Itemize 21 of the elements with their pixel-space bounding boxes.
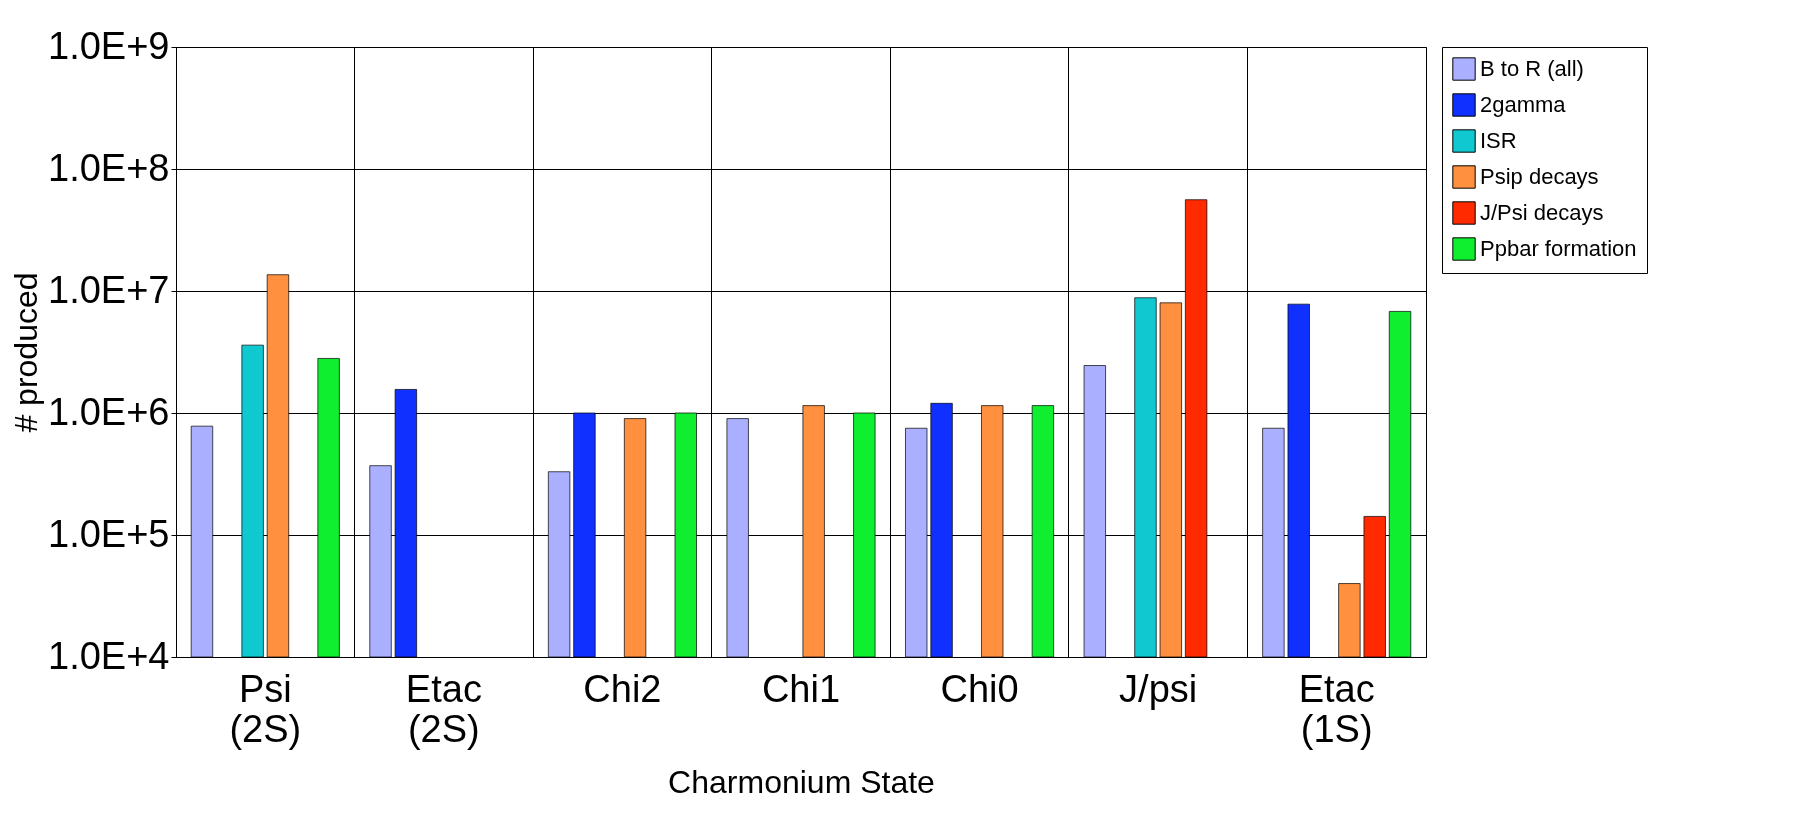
- x-tick-label: J/psi: [1119, 667, 1198, 710]
- legend-label: J/Psi decays: [1480, 200, 1604, 225]
- x-tick-label: Chi2: [583, 667, 662, 710]
- y-tick-label: 1.0E+8: [48, 146, 170, 189]
- legend-label: B to R (all): [1480, 56, 1584, 81]
- x-axis-title: Charmonium State: [668, 763, 935, 800]
- y-tick-label: 1.0E+7: [48, 268, 170, 311]
- x-tick-label: Chi1: [761, 667, 841, 710]
- x-tick-label: Etac (1S): [1298, 667, 1375, 750]
- x-tick-label: Chi0: [940, 667, 1019, 710]
- y-tick-label: 1.0E+9: [48, 24, 170, 67]
- y-tick-label: 1.0E+4: [48, 634, 170, 677]
- y-tick-label: 1.0E+5: [48, 512, 170, 555]
- legend-label: Ppbar formation: [1480, 236, 1637, 261]
- legend-label: Psip decays: [1480, 164, 1599, 189]
- legend-label: 2gamma: [1480, 92, 1567, 117]
- y-tick-label: 1.0E+6: [48, 390, 170, 433]
- y-axis-title: # produced: [8, 272, 44, 433]
- x-tick-label: Etac (2S): [405, 667, 482, 750]
- x-tick-label: Psi (2S): [229, 667, 302, 750]
- legend-label: ISR: [1480, 128, 1517, 153]
